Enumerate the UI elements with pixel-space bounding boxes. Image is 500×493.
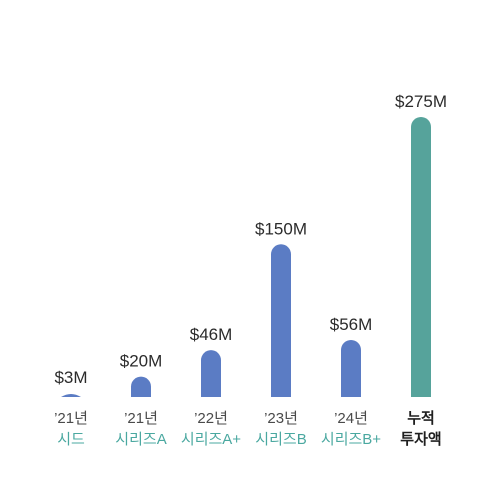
round-label-1: 시리즈A bbox=[115, 431, 166, 448]
bar-4 bbox=[341, 339, 362, 397]
year-label-4: ’24년 bbox=[334, 410, 368, 427]
year-label-1: ’21년 bbox=[124, 410, 158, 427]
round-label-4: 시리즈B+ bbox=[321, 431, 381, 448]
year-label-2: ’22년 bbox=[194, 410, 228, 427]
value-label-4: $56M bbox=[330, 315, 373, 334]
year-label-0: ’21년 bbox=[54, 410, 88, 427]
round-label-0: 시드 bbox=[57, 431, 85, 448]
round-label-2: 시리즈A+ bbox=[181, 431, 241, 448]
bar-0 bbox=[61, 394, 81, 397]
bars-group bbox=[61, 117, 431, 397]
bar-1 bbox=[131, 376, 151, 397]
value-label-3: $150M bbox=[255, 219, 307, 238]
bar-5 bbox=[411, 117, 431, 397]
value-label-0: $3M bbox=[54, 368, 87, 387]
round-label-5: 투자액 bbox=[400, 430, 441, 448]
round-label-3: 시리즈B bbox=[255, 431, 306, 448]
bar-2 bbox=[201, 350, 221, 397]
value-label-1: $20M bbox=[120, 352, 163, 371]
value-label-2: $46M bbox=[190, 325, 233, 344]
value-labels-group: $3M $20M $46M $150M $56M $275M bbox=[54, 92, 447, 387]
bar-3 bbox=[271, 244, 291, 397]
value-label-5: $275M bbox=[395, 92, 447, 111]
year-label-5: 누적 bbox=[407, 409, 435, 427]
year-label-3: ’23년 bbox=[264, 410, 298, 427]
